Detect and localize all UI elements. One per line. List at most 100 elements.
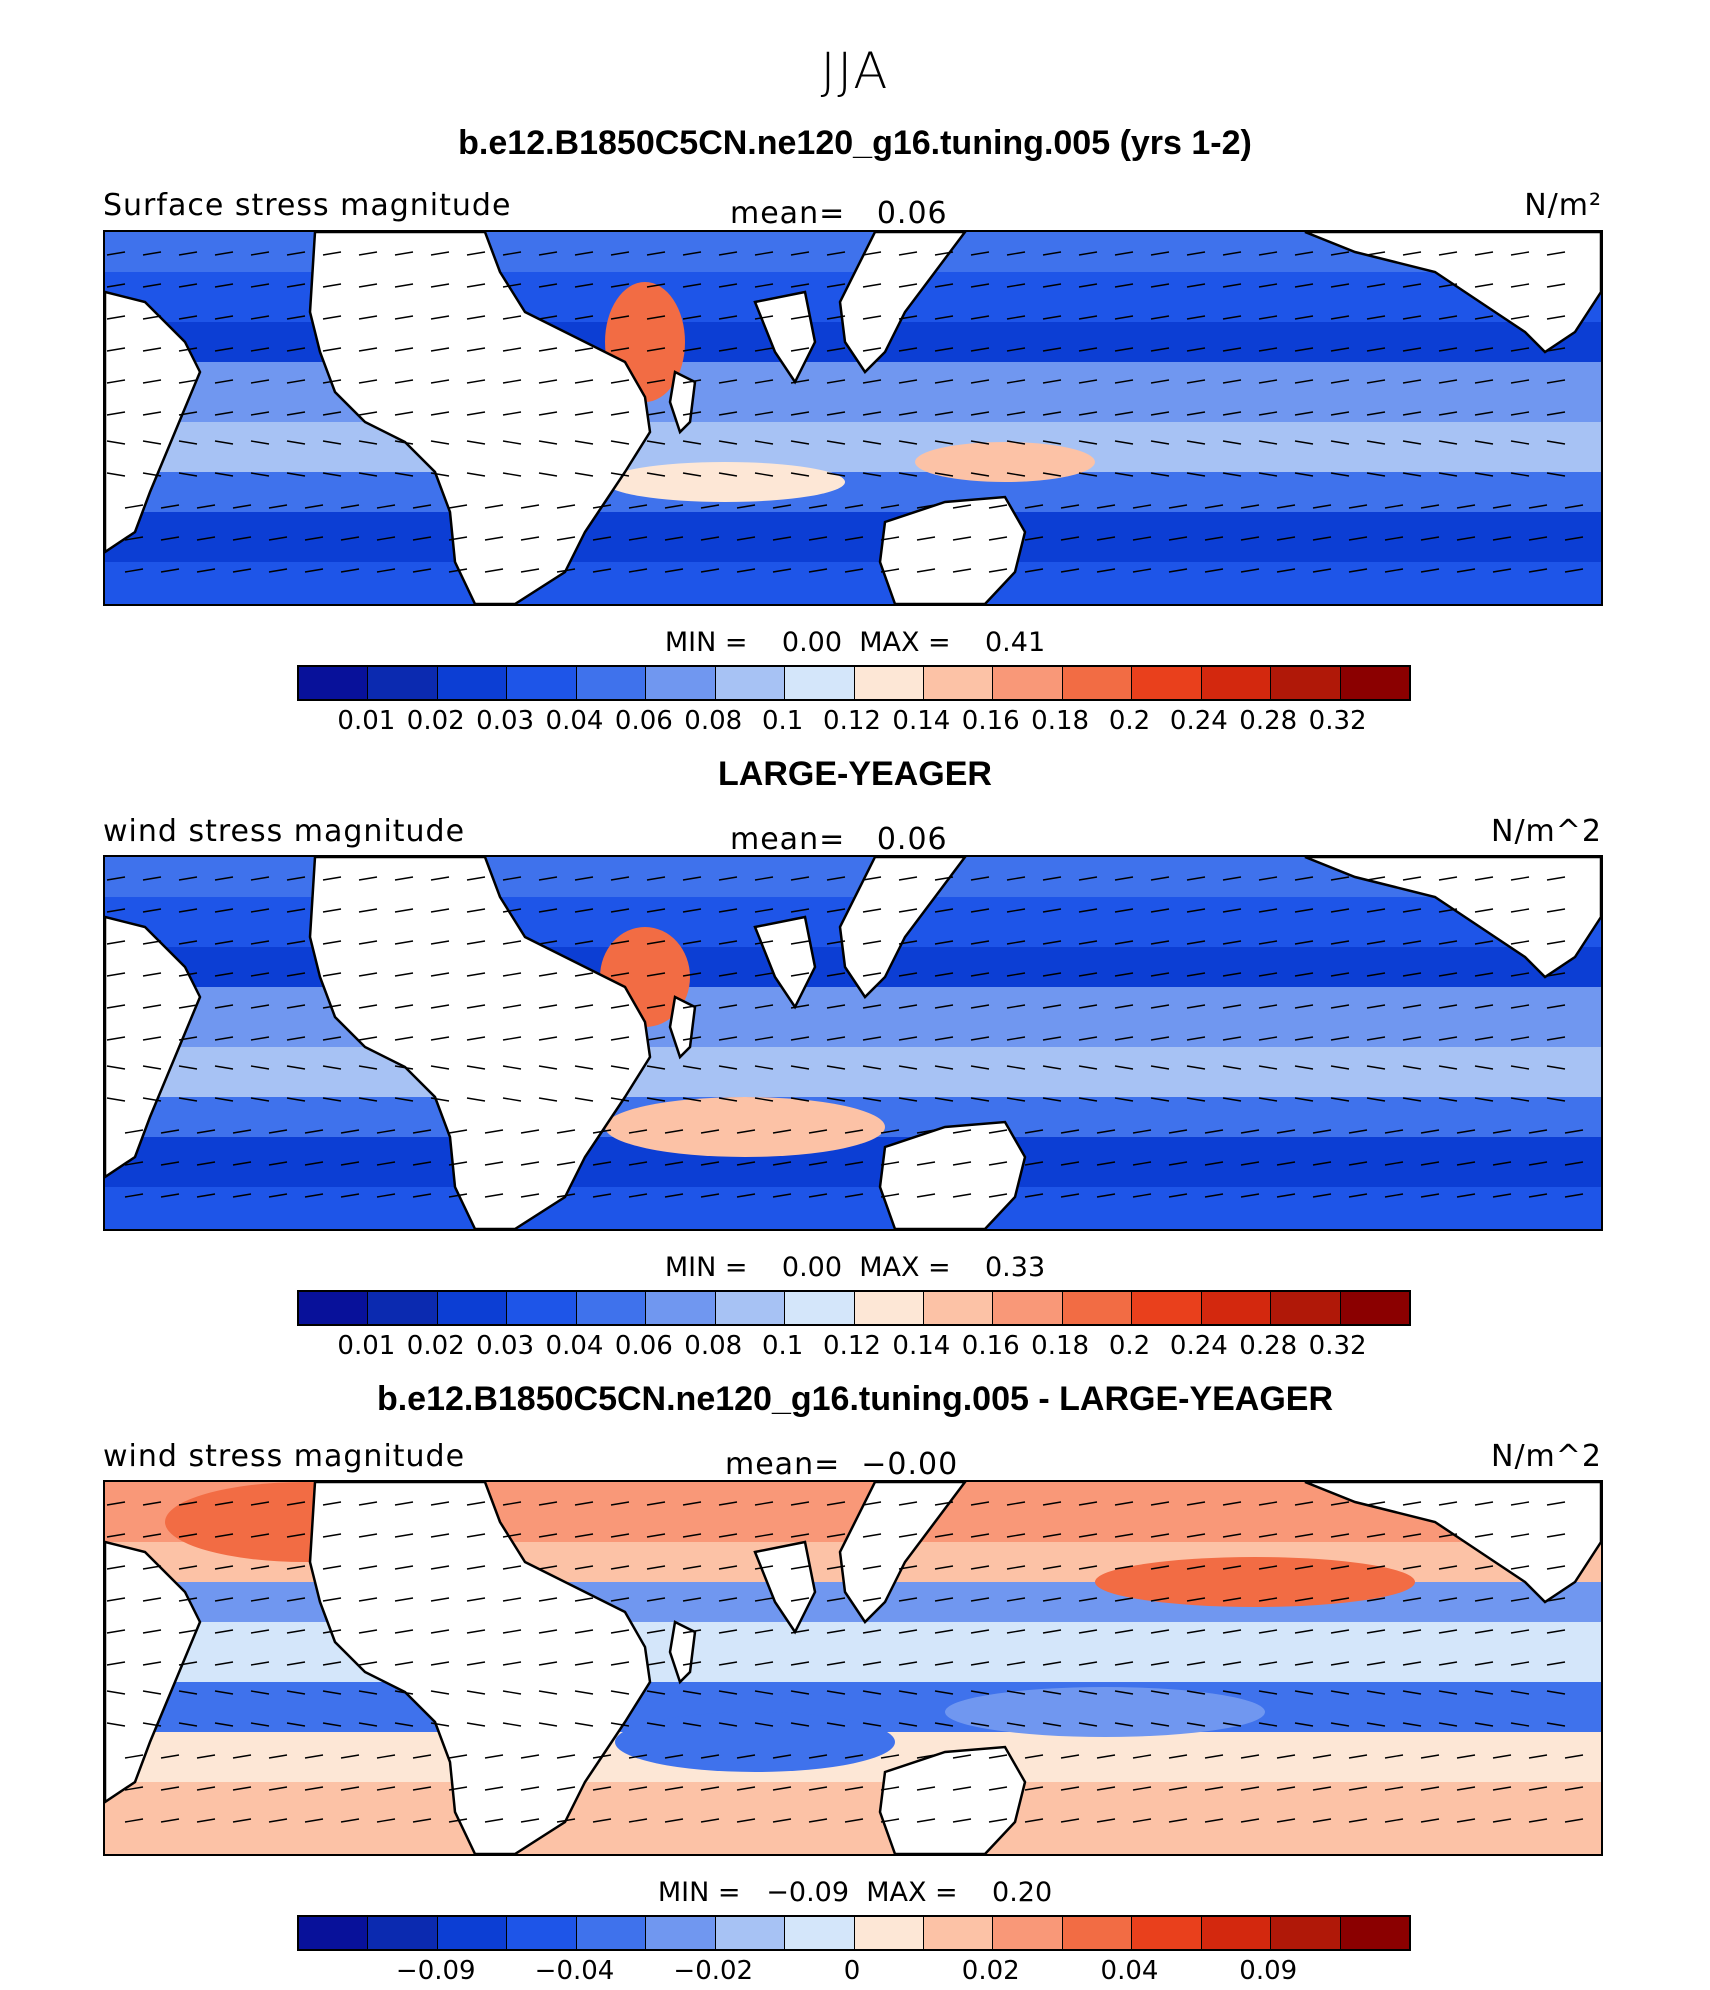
wind-arrow [502, 283, 522, 288]
wind-arrow [1222, 876, 1242, 881]
colorbar-swatch [368, 1917, 438, 1949]
wind-arrow [682, 283, 702, 288]
wind-arrow [880, 536, 900, 541]
wind-arrow [754, 283, 774, 288]
colorbar-tick-label: 0.06 [614, 1331, 673, 1361]
wind-arrow [1510, 1597, 1530, 1602]
colorbar-swatch [368, 667, 438, 699]
land-mass [308, 857, 652, 1229]
land-mass [668, 1620, 697, 1685]
wind-arrow [664, 568, 684, 573]
panel-1-minmax: MIN = 0.00 MAX = 0.41 [664, 627, 1046, 658]
wind-arrow [1042, 1004, 1062, 1009]
wind-arrow [520, 1786, 540, 1791]
wind-arrow [1186, 940, 1206, 945]
wind-arrow [520, 1161, 540, 1166]
wind-arrow [574, 1004, 594, 1009]
wind-arrow [1168, 1129, 1188, 1134]
colorbar-swatch [854, 1917, 924, 1949]
wind-arrow [790, 1661, 810, 1666]
wind-arrow [556, 568, 576, 573]
wind-arrow [1510, 940, 1530, 945]
wind-arrow [322, 283, 342, 288]
wind-arrow [250, 379, 270, 384]
wind-arrow [826, 972, 846, 977]
wind-arrow [286, 283, 306, 288]
wind-arrow [1258, 1629, 1278, 1634]
wind-arrow [1186, 1690, 1206, 1695]
wind-arrow [1402, 876, 1422, 881]
wind-arrow [1006, 440, 1026, 445]
wind-arrow [574, 315, 594, 320]
wind-arrow [1150, 411, 1170, 416]
wind-arrow [430, 1597, 450, 1602]
wind-arrow [952, 1193, 972, 1198]
wind-arrow [394, 283, 414, 288]
wind-arrow [412, 1129, 432, 1134]
field-band [105, 1782, 1601, 1854]
wind-arrow [1420, 1161, 1440, 1166]
colorbar-swatch [1340, 667, 1409, 699]
wind-arrow [1186, 876, 1206, 881]
wind-arrow [826, 908, 846, 913]
wind-arrow [1474, 940, 1494, 945]
wind-arrow [1474, 1722, 1494, 1727]
wind-arrow [1114, 1661, 1134, 1666]
wind-arrow [124, 568, 144, 573]
wind-arrow [1546, 1690, 1566, 1695]
wind-arrow [1006, 315, 1026, 320]
land-mass [308, 1482, 652, 1854]
panel-3-map [103, 1480, 1603, 1856]
wind-arrow [1078, 908, 1098, 913]
wind-arrow [394, 379, 414, 384]
wind-arrow [1312, 568, 1332, 573]
wind-arrow [1258, 1661, 1278, 1666]
wind-arrow [178, 1565, 198, 1570]
wind-arrow [160, 536, 180, 541]
wind-arrow [1222, 472, 1242, 477]
wind-arrow [574, 1722, 594, 1727]
wind-arrow [988, 1193, 1008, 1198]
wind-arrow [502, 1661, 522, 1666]
colorbar-swatch [1132, 1917, 1202, 1949]
wind-arrow [1546, 472, 1566, 477]
wind-arrow [1366, 251, 1386, 256]
colorbar-swatch [785, 667, 855, 699]
wind-arrow [214, 1004, 234, 1009]
wind-arrow [646, 440, 666, 445]
wind-arrow [484, 1818, 504, 1823]
wind-arrow [844, 568, 864, 573]
wind-arrow [664, 504, 684, 509]
wind-arrow [880, 1161, 900, 1166]
wind-arrow [970, 972, 990, 977]
wind-arrow [142, 1597, 162, 1602]
wind-arrow [790, 1097, 810, 1102]
wind-arrow [916, 1193, 936, 1198]
wind-arrow [1222, 972, 1242, 977]
wind-arrow [1348, 1754, 1368, 1759]
wind-arrow [1528, 1818, 1548, 1823]
wind-arrow [430, 972, 450, 977]
wind-arrow [628, 1161, 648, 1166]
wind-arrow [718, 1501, 738, 1506]
wind-arrow [124, 504, 144, 509]
wind-arrow [340, 1818, 360, 1823]
wind-arrow [1474, 1690, 1494, 1695]
colorbar-tick-label: 0.09 [1239, 1956, 1298, 1986]
wind-arrow [1258, 908, 1278, 913]
wind-arrow [250, 283, 270, 288]
wind-arrow [538, 1661, 558, 1666]
wind-arrow [430, 1722, 450, 1727]
wind-arrow [1420, 1754, 1440, 1759]
wind-arrow [1276, 1786, 1296, 1791]
wind-arrow [250, 1722, 270, 1727]
wind-arrow [1186, 1097, 1206, 1102]
wind-arrow [214, 1097, 234, 1102]
wind-arrow [718, 876, 738, 881]
wind-arrow [1456, 1193, 1476, 1198]
wind-arrow [106, 315, 126, 320]
wind-arrow [106, 379, 126, 384]
wind-arrow [430, 440, 450, 445]
wind-arrow [1366, 1065, 1386, 1070]
wind-arrow [340, 504, 360, 509]
